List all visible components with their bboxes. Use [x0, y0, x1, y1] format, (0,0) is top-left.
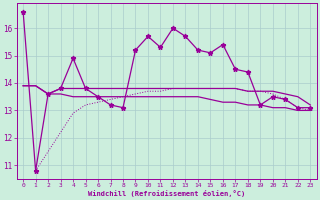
X-axis label: Windchill (Refroidissement éolien,°C): Windchill (Refroidissement éolien,°C) [88, 190, 245, 197]
